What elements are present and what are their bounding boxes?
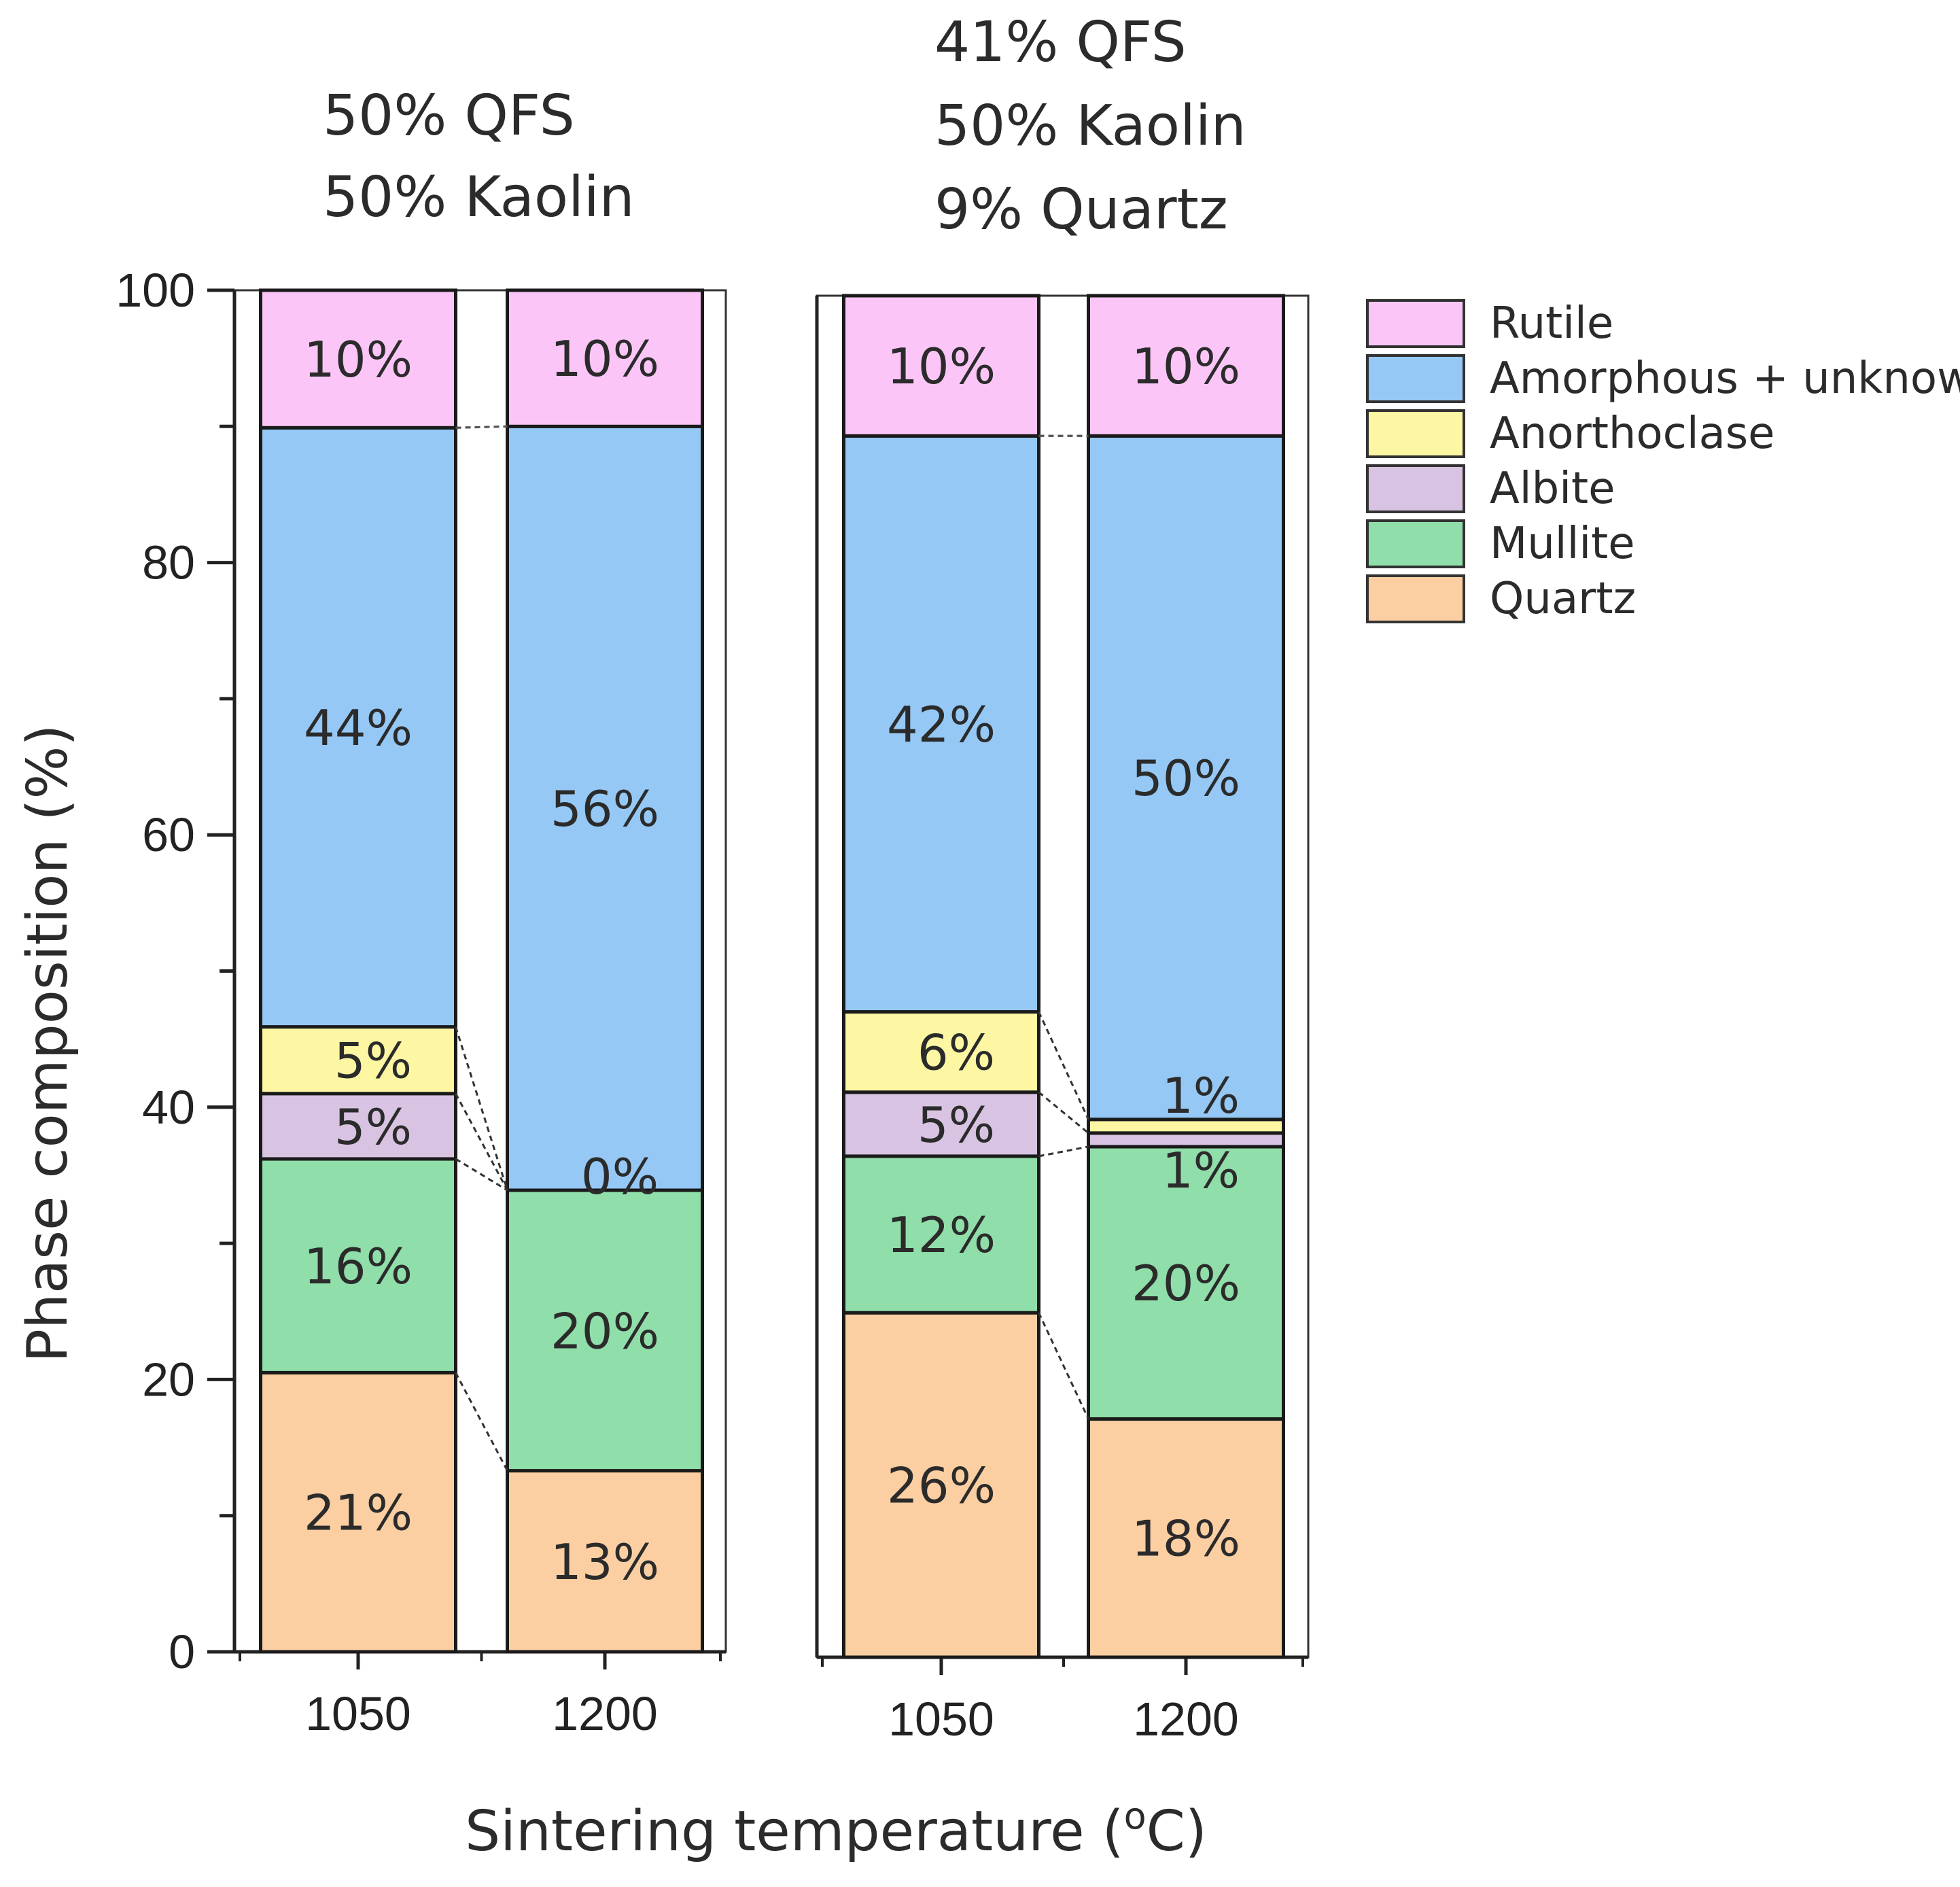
legend-label: Albite: [1490, 464, 1615, 514]
bar-segment-mullite: [259, 1157, 457, 1374]
data-label: 50%: [1132, 750, 1240, 807]
connector-line: [455, 1158, 508, 1192]
x-axis-label-end: C): [1147, 1799, 1207, 1864]
y-axis-label: Phase composition (%): [16, 725, 80, 1363]
connector-line: [1038, 1091, 1089, 1135]
data-label: 21%: [304, 1485, 413, 1542]
y-tick-label: 40: [142, 1081, 195, 1134]
bar-segment-amorphous-unknow: [259, 426, 457, 1029]
x-axis-label-main: Sintering temperature (: [465, 1799, 1123, 1864]
legend-swatch: [1366, 409, 1465, 458]
data-label: 10%: [1132, 338, 1240, 395]
y-tick-label: 0: [169, 1625, 195, 1678]
bar-1050: 26% 12% 5% 6% 42% 10%: [842, 294, 1040, 1659]
bar-1200: 18% 20% 1% 1% 50% 10%: [1087, 294, 1285, 1659]
x-axis-label-superscript: o: [1124, 1795, 1147, 1837]
bar-segment-rutile: [1087, 294, 1285, 438]
panel-2-title-line: 9% Quartz: [934, 177, 1228, 242]
data-label: 10%: [887, 338, 996, 395]
connector-line: [1038, 1145, 1089, 1158]
bar-segment-anorthoclase: [842, 1010, 1040, 1094]
x-tick-label: 1200: [552, 1687, 658, 1740]
y-tick-label: 80: [142, 536, 195, 589]
legend-label: Rutile: [1490, 298, 1613, 349]
legend-label: Amorphous + unknow: [1490, 353, 1960, 404]
data-label: 18%: [1132, 1510, 1240, 1568]
bar-segment-mullite: [1087, 1145, 1285, 1421]
bar-segment-amorphous-unknow: [506, 424, 704, 1192]
data-label: 5%: [334, 1033, 412, 1090]
bar-segment-amorphous-unknow: [1087, 434, 1285, 1122]
panel-1-title: 50% QFS 50% Kaolin: [323, 84, 635, 230]
y-tick-label: 20: [142, 1353, 195, 1406]
panel-2: 1050 1200 26% 12% 5% 6% 42% 10% 18% 20% 1% 1% 50% 10%: [815, 294, 1310, 1746]
data-label: 13%: [550, 1534, 659, 1591]
data-label: 20%: [550, 1302, 659, 1360]
legend-label: Anorthoclase: [1490, 409, 1775, 459]
bar-segment-rutile: [842, 294, 1040, 438]
bar-segment-rutile: [506, 288, 704, 428]
data-label: 42%: [887, 696, 996, 753]
data-label: 16%: [304, 1238, 413, 1295]
legend-swatch: [1366, 354, 1465, 403]
panel-2-title: 41% QFS 50% Kaolin 9% Quartz: [934, 10, 1264, 242]
legend-label: Quartz: [1490, 574, 1636, 624]
x-tick-label: 1200: [1133, 1693, 1239, 1746]
data-label: 12%: [887, 1207, 996, 1264]
x-tick-label: 1050: [888, 1693, 994, 1746]
legend-swatch: [1366, 299, 1465, 348]
data-label: 5%: [334, 1098, 412, 1156]
connector-line: [1038, 1312, 1089, 1420]
x-axis-label: Sintering temperature (oC): [465, 1795, 1207, 1864]
y-tick-label: 60: [142, 808, 195, 861]
panel-2-title-line: 41% QFS: [934, 10, 1187, 75]
data-label: 20%: [1132, 1255, 1240, 1312]
legend-swatch: [1366, 574, 1465, 623]
connector-line: [1038, 1011, 1089, 1120]
data-label: 56%: [550, 780, 659, 837]
panel-1-title-line: 50% Kaolin: [323, 165, 635, 230]
bar-segment-quartz: [259, 1370, 457, 1654]
connector-line: [455, 425, 508, 429]
data-label: 10%: [304, 331, 413, 388]
data-label: 26%: [887, 1457, 996, 1514]
data-label: 44%: [304, 699, 413, 757]
panel-1-title-line: 50% QFS: [323, 84, 575, 148]
connector-line: [455, 1026, 508, 1191]
bar-segment-mullite: [842, 1154, 1040, 1315]
panel-1: 1050 1200 0 20 40 60 80 100 21% 16% 5% 5% 44% 10% 13% 2…: [116, 264, 727, 1740]
bar-1200: 13% 20% 0% 56% 10%: [506, 288, 704, 1654]
bar-segment-anorthoclase: [259, 1025, 457, 1096]
data-label: 0%: [581, 1148, 659, 1205]
data-label: 6%: [917, 1024, 995, 1081]
y-tick-label: 100: [116, 264, 195, 317]
bar-1050: 21% 16% 5% 5% 44% 10%: [259, 288, 457, 1654]
panel-2-title-line: 50% Kaolin: [934, 94, 1246, 158]
data-label: 1%: [1162, 1142, 1240, 1199]
bar-segment-rutile: [259, 288, 457, 430]
legend-swatch: [1366, 519, 1465, 568]
bar-segment-amorphous-unknow: [842, 434, 1040, 1014]
data-label: 10%: [550, 330, 659, 387]
bar-segment-albite: [842, 1090, 1040, 1158]
data-label: 1%: [1162, 1067, 1240, 1124]
panels: 1050 1200 0 20 40 60 80 100 21% 16% 5% 5% 44% 10% 13% 2…: [116, 264, 1310, 1746]
legend-label: Mullite: [1490, 519, 1635, 569]
data-label: 5%: [917, 1096, 995, 1154]
legend-swatch: [1366, 464, 1465, 513]
bar-segment-quartz: [506, 1469, 704, 1654]
x-tick-label: 1050: [305, 1687, 411, 1740]
bar-segment-albite: [259, 1092, 457, 1161]
